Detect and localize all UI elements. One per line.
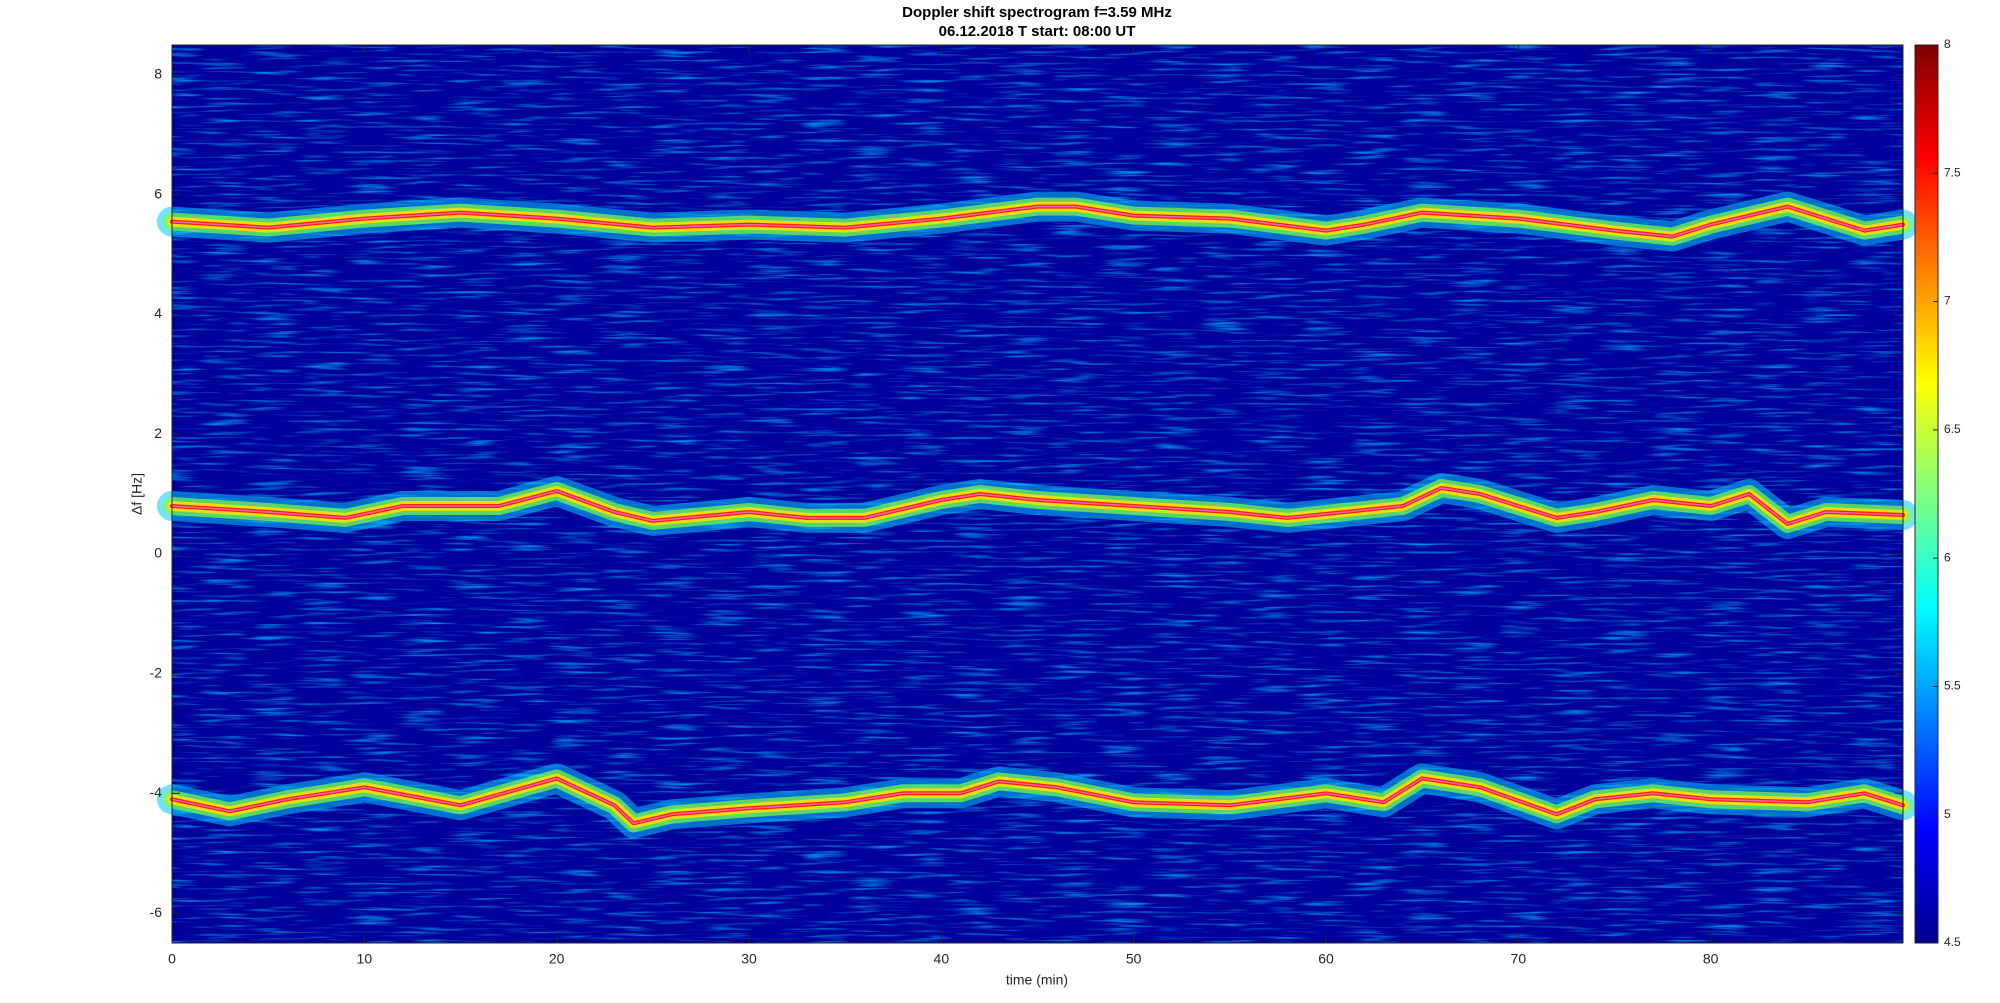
x-tick-label: 70 <box>1511 951 1527 967</box>
trace-band <box>171 777 1904 825</box>
traces <box>157 191 1918 839</box>
colorbar-tick-label: 5 <box>1944 807 1951 821</box>
chart-subtitle: 06.12.2018 T start: 08:00 UT <box>939 23 1136 40</box>
colorbar-tick-label: 7.5 <box>1944 165 1961 179</box>
colorbar-tick-label: 8 <box>1944 37 1951 51</box>
trace-band <box>171 487 1904 525</box>
colorbar-tick-label: 6.5 <box>1944 422 1961 436</box>
y-axis-label: Δf [Hz] <box>129 473 145 515</box>
chart-title: Doppler shift spectrogram f=3.59 MHz <box>902 4 1172 21</box>
y-tick-label: 2 <box>154 425 162 441</box>
trace-band <box>171 205 1904 238</box>
y-tick-label: 4 <box>154 305 162 321</box>
y-tick-label: 6 <box>154 185 162 201</box>
y-tick-label: -4 <box>150 784 163 800</box>
x-tick-label: 20 <box>549 951 565 967</box>
colorbar-tick-label: 7 <box>1944 294 1951 308</box>
y-tick-label: 0 <box>154 545 162 561</box>
x-tick-label: 80 <box>1703 951 1719 967</box>
colorbar-tick-label: 4.5 <box>1944 935 1961 949</box>
x-tick-label: 30 <box>741 951 757 967</box>
x-tick-label: 40 <box>934 951 950 967</box>
colorbar-tick-label: 5.5 <box>1944 679 1961 693</box>
y-tick-label: -6 <box>150 904 163 920</box>
colorbar <box>1914 44 1939 944</box>
x-tick-label: 60 <box>1318 951 1334 967</box>
x-axis-label: time (min) <box>1006 972 1068 988</box>
plot-frame <box>171 44 1904 944</box>
colorbar-tick-label: 6 <box>1944 550 1951 564</box>
x-tick-label: 10 <box>357 951 373 967</box>
y-tick-label: -2 <box>150 664 163 680</box>
x-tick-label: 0 <box>168 951 176 967</box>
y-tick-label: 8 <box>154 66 162 82</box>
x-tick-label: 50 <box>1126 951 1142 967</box>
